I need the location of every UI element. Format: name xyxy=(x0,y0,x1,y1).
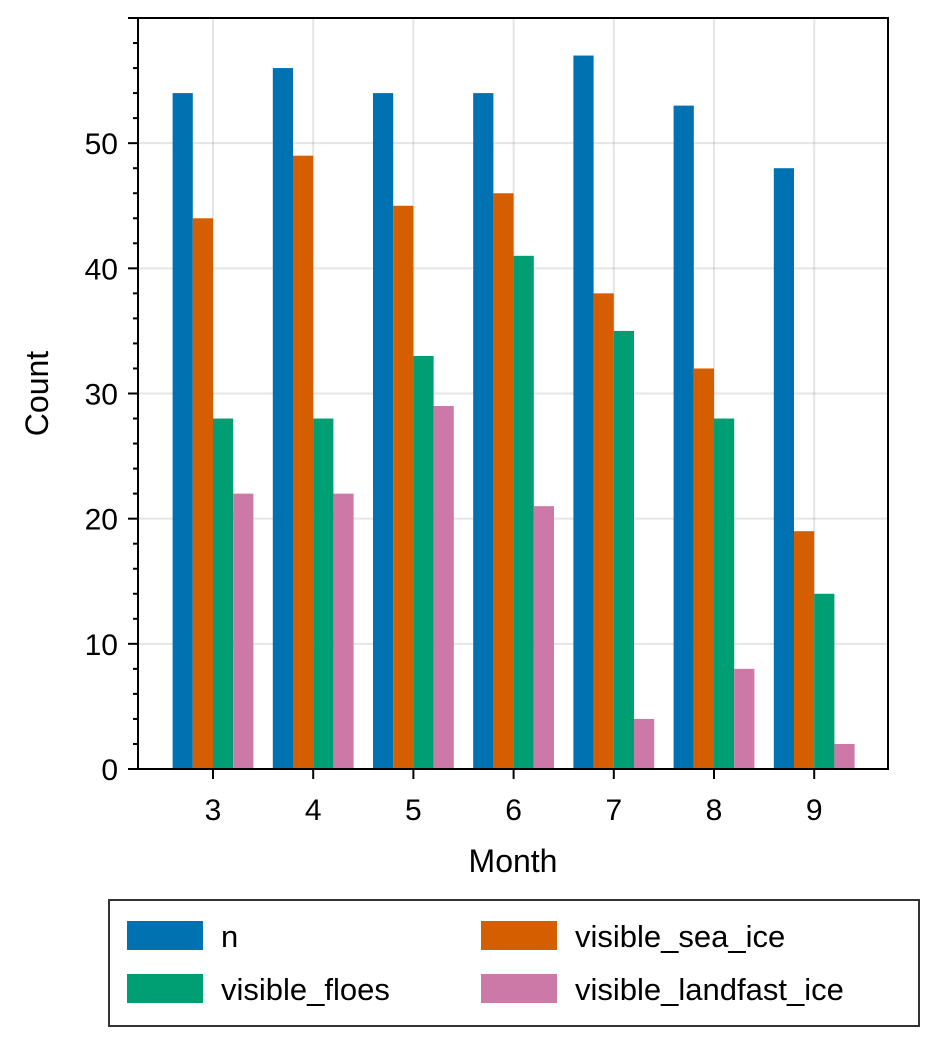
bar-n-3 xyxy=(172,93,193,770)
legend-swatch-visible-landfast-ice xyxy=(481,974,557,1003)
bar-visible-floes-7 xyxy=(613,330,634,769)
series-n xyxy=(172,55,794,770)
x-tick-label: 7 xyxy=(605,794,622,827)
legend-label-visible-floes: visible_floes xyxy=(221,972,390,1007)
bar-visible-floes-4 xyxy=(313,418,334,769)
series-visible-sea-ice xyxy=(192,155,815,769)
y-tick-label: 0 xyxy=(101,754,118,787)
x-axis: 3 4 5 6 7 8 9 xyxy=(205,769,823,827)
bar-n-7 xyxy=(573,55,594,770)
bar-visible-floes-3 xyxy=(213,418,234,769)
bar-visible-sea-ice-9 xyxy=(794,531,815,769)
bar-n-6 xyxy=(473,93,494,770)
legend-label-visible-landfast-ice: visible_landfast_ice xyxy=(575,972,844,1007)
x-axis-label: Month xyxy=(469,843,558,879)
y-tick-label: 20 xyxy=(85,504,118,537)
y-tick-label: 30 xyxy=(85,379,118,412)
x-tick-label: 5 xyxy=(405,794,422,827)
bar-n-9 xyxy=(773,168,794,769)
bar-n-5 xyxy=(373,93,394,770)
y-tick-label: 10 xyxy=(85,629,118,662)
bar-n-4 xyxy=(272,68,293,770)
bar-visible-landfast-ice-8 xyxy=(734,668,755,769)
bar-visible-sea-ice-8 xyxy=(693,368,714,769)
bar-visible-landfast-ice-9 xyxy=(834,743,855,769)
x-tick-label: 9 xyxy=(806,794,823,827)
legend-swatch-visible-floes xyxy=(127,974,203,1003)
x-tick-label: 3 xyxy=(205,794,222,827)
legend-swatch-visible-sea-ice xyxy=(481,921,557,950)
bar-visible-sea-ice-4 xyxy=(293,155,314,769)
bar-visible-floes-9 xyxy=(814,593,835,769)
bar-visible-floes-5 xyxy=(413,355,434,769)
x-tick-label: 8 xyxy=(706,794,723,827)
y-tick-label: 40 xyxy=(85,253,118,286)
legend-swatch-n xyxy=(127,921,203,950)
bar-visible-sea-ice-6 xyxy=(493,193,514,769)
bar-visible-floes-8 xyxy=(714,418,735,769)
bar-n-8 xyxy=(673,105,694,769)
bar-visible-sea-ice-7 xyxy=(593,293,614,769)
bar-visible-landfast-ice-6 xyxy=(533,506,554,769)
bar-visible-landfast-ice-3 xyxy=(233,493,254,769)
bar-visible-floes-6 xyxy=(513,255,534,770)
y-axis-label: Count xyxy=(19,351,55,437)
bar-visible-landfast-ice-4 xyxy=(333,493,354,769)
y-tick-label: 50 xyxy=(85,128,118,161)
x-tick-label: 4 xyxy=(305,794,322,827)
series-visible-landfast-ice xyxy=(233,406,855,769)
bars xyxy=(172,55,855,770)
legend-label-n: n xyxy=(221,919,238,954)
bar-visible-sea-ice-3 xyxy=(192,218,213,769)
bar-visible-sea-ice-5 xyxy=(393,205,414,769)
bar-visible-landfast-ice-5 xyxy=(433,406,454,769)
legend: n visible_sea_ice visible_floes visible_lan… xyxy=(108,899,920,1027)
x-tick-label: 6 xyxy=(505,794,522,827)
bar-visible-landfast-ice-7 xyxy=(634,718,655,769)
legend-label-visible-sea-ice: visible_sea_ice xyxy=(575,919,785,954)
y-axis: 0 10 20 30 40 50 xyxy=(85,17,138,787)
series-visible-floes xyxy=(213,255,835,770)
